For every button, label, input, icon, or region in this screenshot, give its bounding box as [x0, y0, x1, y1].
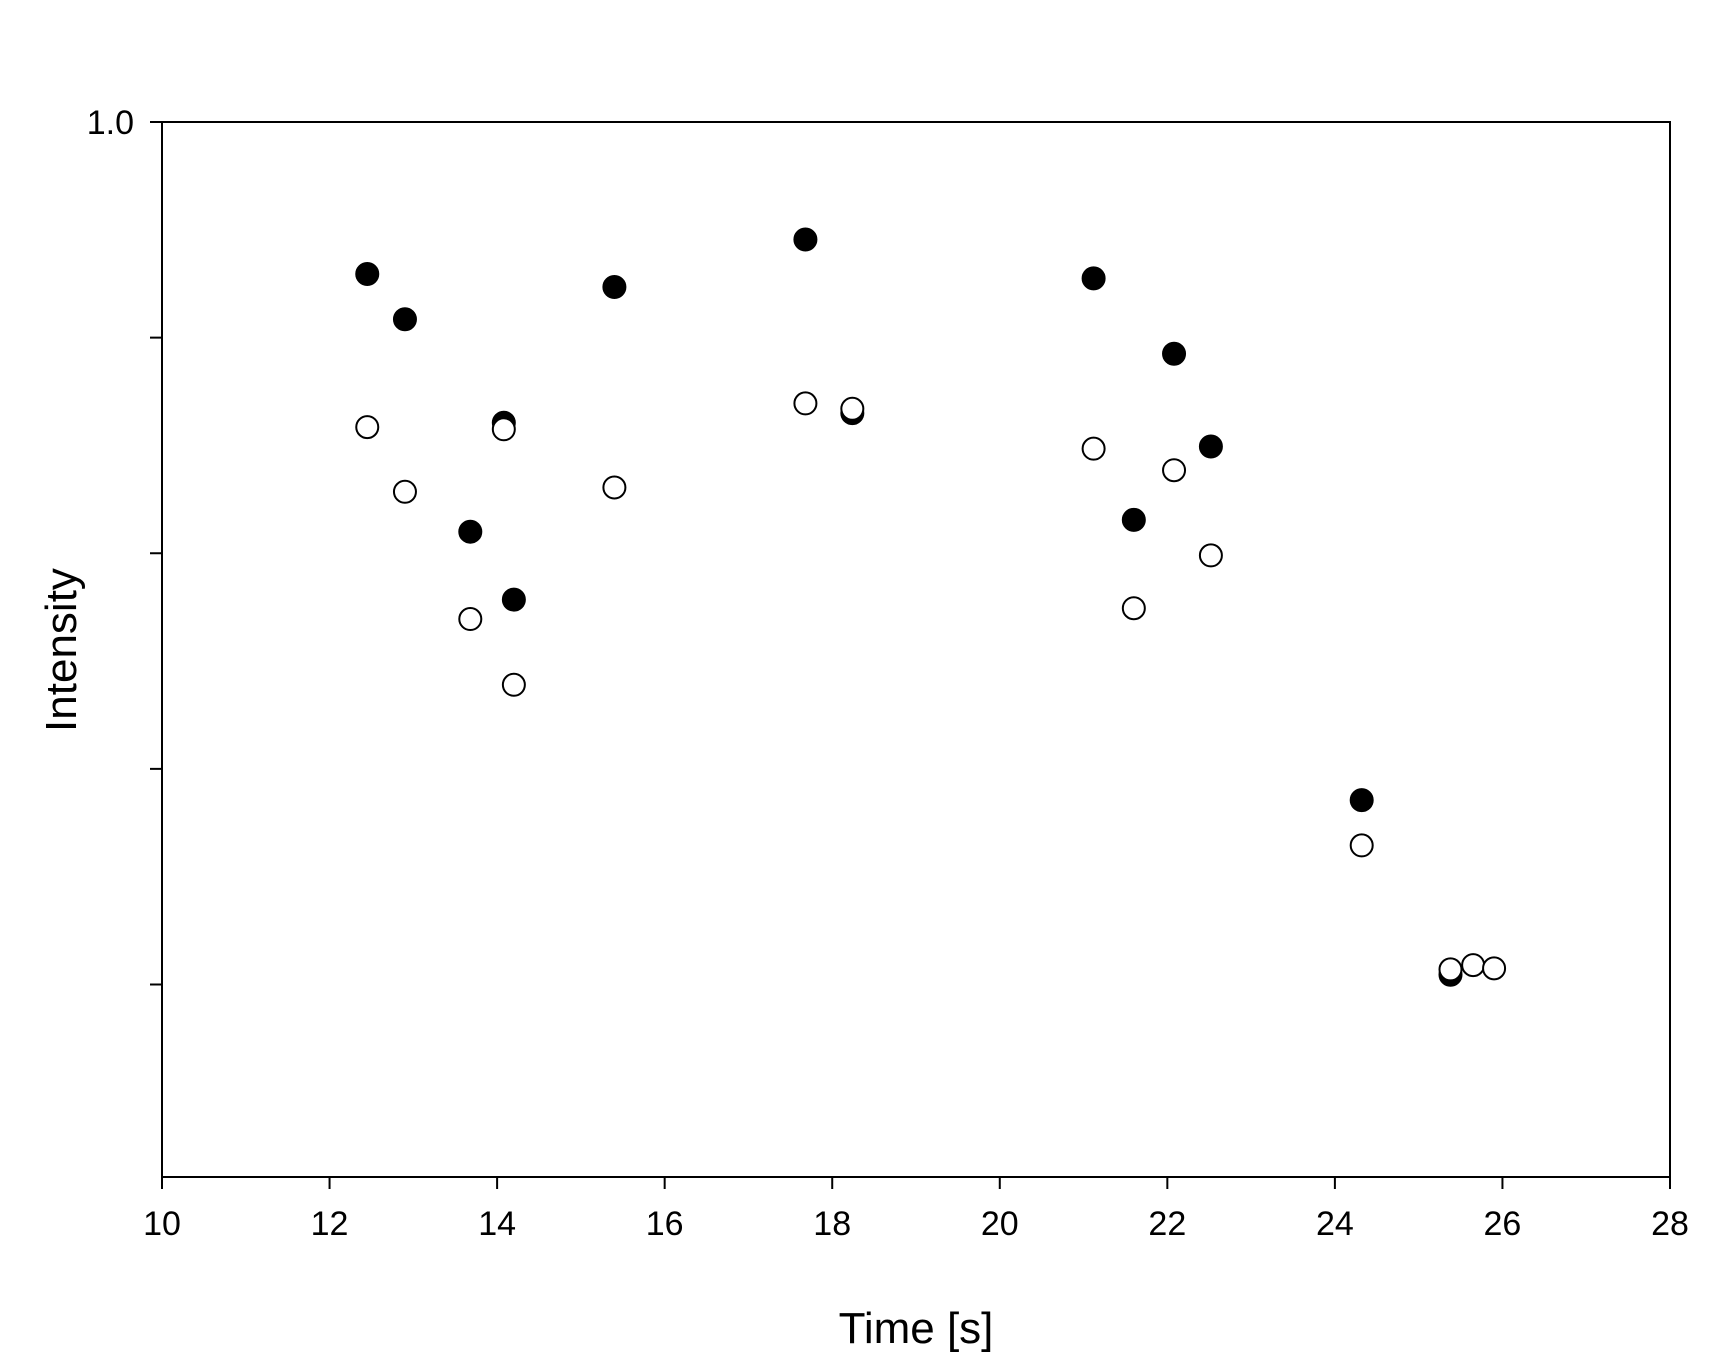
filled-point	[1162, 341, 1187, 366]
filled-point	[458, 519, 483, 544]
open-point	[1461, 953, 1486, 978]
x-axis-ticks: 10 12 14 16 18 20 22 24 26 28	[143, 1177, 1689, 1243]
data-points	[355, 227, 1507, 987]
plot-frame	[161, 121, 1671, 1178]
filled-point	[1081, 266, 1106, 291]
filled-point	[1198, 434, 1223, 459]
filled-point	[602, 274, 627, 299]
x-tick-label: 12	[311, 1205, 349, 1243]
open-point	[355, 415, 380, 440]
y-axis-title: Intensity	[37, 568, 86, 732]
filled-point	[392, 307, 417, 332]
x-axis-title: Time [s]	[839, 1304, 994, 1353]
y-tick-label: 1.0	[87, 104, 134, 142]
x-tick-label: 16	[646, 1205, 684, 1243]
x-tick-label: 22	[1148, 1205, 1186, 1243]
x-tick-label: 26	[1484, 1205, 1522, 1243]
open-point	[602, 475, 627, 500]
x-tick-label: 28	[1651, 1205, 1689, 1243]
open-point	[1162, 458, 1187, 483]
y-axis-ticks: 1.0	[87, 104, 162, 986]
filled-point	[355, 262, 380, 287]
filled-point	[501, 587, 526, 612]
open-point	[1482, 956, 1507, 981]
open-point	[501, 672, 526, 697]
x-tick-label: 10	[143, 1205, 181, 1243]
open-point	[1349, 833, 1374, 858]
filled-point	[1349, 788, 1374, 813]
filled-point	[793, 227, 818, 252]
open-point	[1198, 543, 1223, 568]
x-tick-label: 24	[1316, 1205, 1354, 1243]
open-point	[1438, 957, 1463, 982]
open-point	[840, 396, 865, 421]
open-point	[491, 417, 516, 442]
open-point	[793, 391, 818, 416]
open-point	[1121, 596, 1146, 621]
open-point	[458, 607, 483, 632]
x-tick-label: 20	[981, 1205, 1019, 1243]
x-tick-label: 18	[813, 1205, 851, 1243]
filled-point	[1121, 507, 1146, 532]
open-point	[1081, 436, 1106, 461]
open-point	[392, 479, 417, 504]
x-tick-label: 14	[478, 1205, 516, 1243]
